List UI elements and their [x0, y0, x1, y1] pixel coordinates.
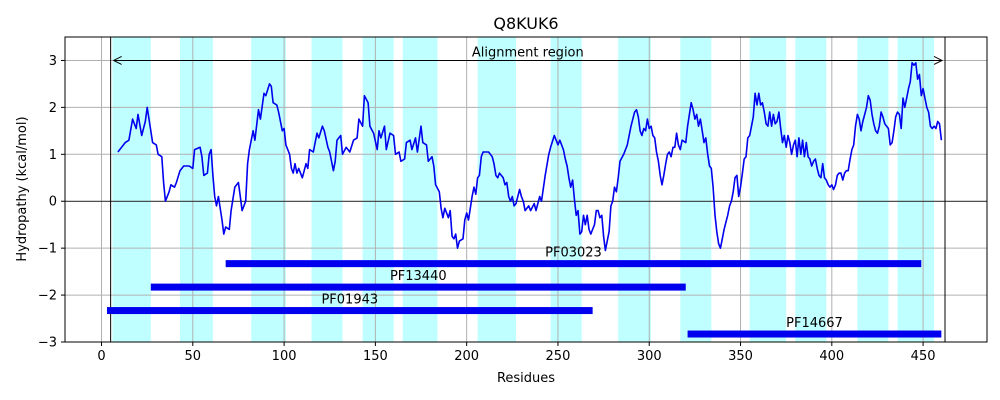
y-tick-label: −3 — [38, 336, 57, 351]
y-tick-label: 1 — [49, 148, 57, 163]
domain-bars: PF03023 PF13440 PF01943 PF14667 — [106, 246, 942, 338]
highlight-band-4 — [311, 37, 343, 342]
alignment-region-label: Alignment region — [472, 45, 584, 60]
highlight-band-11 — [749, 37, 787, 342]
highlight-band-6 — [402, 37, 438, 342]
y-tick-label: −1 — [38, 242, 57, 257]
domain-label-pf03023: PF03023 — [545, 246, 602, 261]
domain-label-pf01943: PF01943 — [321, 293, 378, 308]
highlight-band-3 — [251, 37, 286, 342]
y-tick-label: 3 — [49, 54, 57, 69]
x-tick-label: 200 — [454, 349, 479, 364]
hydropathy-series — [117, 61, 943, 252]
alignment-boundaries — [110, 37, 946, 342]
x-axis-ticks: 0 50 100 150 200 250 300 350 400 450 — [97, 342, 936, 364]
x-tick-label: 450 — [911, 349, 936, 364]
x-tick-label: 150 — [363, 349, 388, 364]
domain-label-pf13440: PF13440 — [390, 269, 447, 284]
x-tick-label: 350 — [728, 349, 753, 364]
alignment-arrow-right-head — [933, 56, 944, 65]
domain-bar-pf01943 — [106, 307, 593, 315]
highlight-band-13 — [857, 37, 889, 342]
x-tick-label: 250 — [546, 349, 571, 364]
alignment-arrow-left-head — [112, 56, 122, 65]
x-tick-label: 300 — [637, 349, 662, 364]
y-axis-ticks: −3 −2 −1 0 1 2 3 — [38, 54, 65, 351]
x-tick-label: 0 — [97, 349, 105, 364]
x-tick-label: 100 — [272, 349, 297, 364]
domain-bar-pf13440 — [150, 283, 686, 291]
x-tick-label: 400 — [819, 349, 844, 364]
highlight-band-7 — [477, 37, 516, 342]
highlight-bands — [112, 37, 935, 342]
domain-bar-pf14667 — [687, 330, 942, 338]
plot-frame — [64, 36, 988, 343]
domain-label-pf14667: PF14667 — [786, 316, 843, 331]
x-axis-title: Residues — [497, 371, 555, 386]
y-tick-label: 0 — [49, 195, 57, 210]
highlight-band-5 — [362, 37, 394, 342]
highlight-band-8 — [550, 37, 582, 342]
highlight-band-10 — [680, 37, 712, 342]
y-axis-title: Hydropathy (kcal/mol) — [15, 116, 30, 261]
highlight-band-9 — [618, 37, 652, 342]
chart-title: Q8KUK6 — [493, 14, 558, 33]
x-tick-label: 50 — [185, 349, 202, 364]
highlight-band-12 — [795, 37, 827, 342]
alignment-region-arrow: Alignment region — [112, 45, 944, 65]
highlight-band-14 — [897, 37, 935, 342]
hydropathy-line — [117, 61, 943, 252]
y-tick-label: 2 — [49, 101, 57, 116]
domain-bar-pf03023 — [225, 260, 922, 268]
highlight-band-2 — [180, 37, 213, 342]
highlight-band-1 — [112, 37, 151, 342]
y-tick-label: −2 — [38, 289, 57, 304]
